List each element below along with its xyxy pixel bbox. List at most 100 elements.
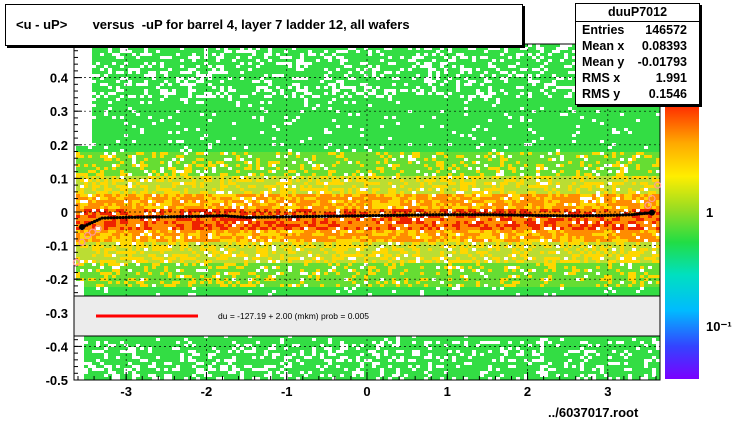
heatmap-cell — [232, 56, 236, 59]
heatmap-cell — [284, 89, 288, 92]
heatmap-cell — [252, 167, 256, 170]
heatmap-cell — [332, 155, 336, 158]
heatmap-cell — [436, 56, 440, 59]
heatmap-cell — [284, 53, 288, 56]
heatmap-cell — [540, 167, 544, 170]
heatmap-cell — [444, 116, 448, 119]
heatmap-cell — [216, 149, 220, 152]
heatmap-cell — [384, 98, 388, 101]
heatmap-cell — [576, 161, 580, 164]
heatmap-cell — [296, 53, 300, 56]
heatmap-cell — [540, 53, 544, 56]
heatmap-cell — [256, 155, 260, 158]
heatmap-cell — [224, 68, 228, 71]
heatmap-cell — [408, 152, 412, 155]
heatmap-cell — [276, 95, 280, 98]
heatmap-cell — [88, 149, 92, 152]
heatmap-cell — [292, 140, 296, 143]
heatmap-cell — [184, 50, 188, 53]
heatmap-cell — [332, 149, 336, 152]
heatmap-cell — [128, 74, 132, 77]
heatmap-cell — [456, 104, 460, 107]
heatmap-cell — [616, 167, 620, 170]
heatmap-cell — [632, 107, 636, 110]
heatmap-cell — [516, 143, 520, 146]
heatmap-cell — [400, 77, 404, 80]
heatmap-cell — [328, 62, 332, 65]
heatmap-cell — [596, 125, 600, 128]
heatmap-cell — [92, 155, 96, 158]
heatmap-cell — [176, 113, 180, 116]
heatmap-cell — [424, 140, 428, 143]
heatmap-cell — [80, 149, 84, 152]
heatmap-cell — [120, 59, 124, 62]
heatmap-cell — [152, 47, 156, 50]
heatmap-cell — [96, 146, 100, 149]
heatmap-cell — [440, 107, 444, 110]
heatmap-cell — [152, 104, 156, 107]
heatmap-cell — [324, 161, 328, 164]
heatmap-cell — [236, 131, 240, 134]
heatmap-cell — [504, 134, 508, 137]
heatmap-cell — [400, 62, 404, 65]
heatmap-cell — [228, 47, 232, 50]
heatmap-cell — [120, 113, 124, 116]
heatmap-cell — [284, 119, 288, 122]
heatmap-cell — [296, 140, 300, 143]
heatmap-cell — [256, 104, 260, 107]
heatmap-cell — [500, 167, 504, 170]
heatmap-cell — [556, 53, 560, 56]
heatmap-cell — [452, 74, 456, 77]
heatmap-cell — [484, 53, 488, 56]
heatmap-cell — [140, 104, 144, 107]
heatmap-cell — [488, 71, 492, 74]
heatmap-cell — [76, 164, 80, 167]
heatmap-cell — [204, 83, 208, 86]
heatmap-cell — [436, 122, 440, 125]
heatmap-cell — [380, 128, 384, 131]
heatmap-cell — [228, 131, 232, 134]
heatmap-cell — [236, 98, 240, 101]
heatmap-cell — [236, 164, 240, 167]
heatmap-cell — [380, 56, 384, 59]
heatmap-cell — [280, 125, 284, 128]
heatmap-cell — [384, 119, 388, 122]
heatmap-cell — [156, 77, 160, 80]
heatmap-cell — [100, 74, 104, 77]
heatmap-cell — [420, 158, 424, 161]
heatmap-cell — [408, 62, 412, 65]
heatmap-cell — [472, 122, 476, 125]
heatmap-cell — [388, 77, 392, 80]
heatmap-cell — [496, 110, 500, 113]
heatmap-cell — [340, 101, 344, 104]
heatmap-cell — [144, 128, 148, 131]
heatmap-cell — [572, 128, 576, 131]
heatmap-cell — [180, 119, 184, 122]
heatmap-cell — [104, 122, 108, 125]
heatmap-cell — [308, 113, 312, 116]
heatmap-cell — [492, 86, 496, 89]
heatmap-cell — [384, 86, 388, 89]
heatmap-cell — [488, 68, 492, 71]
heatmap-cell — [360, 164, 364, 167]
heatmap-cell — [160, 128, 164, 131]
heatmap-cell — [468, 101, 472, 104]
heatmap-cell — [224, 149, 228, 152]
heatmap-cell — [220, 104, 224, 107]
heatmap-cell — [272, 77, 276, 80]
heatmap-cell — [304, 116, 308, 119]
heatmap-cell — [248, 122, 252, 125]
heatmap-cell — [224, 116, 228, 119]
heatmap-cell — [448, 80, 452, 83]
heatmap-cell — [416, 122, 420, 125]
heatmap-cell — [556, 110, 560, 113]
heatmap-cell — [272, 65, 276, 68]
heatmap-cell — [448, 128, 452, 131]
heatmap-cell — [508, 95, 512, 98]
heatmap-cell — [364, 53, 368, 56]
heatmap-cell — [348, 53, 352, 56]
heatmap-cell — [240, 113, 244, 116]
heatmap-cell — [332, 137, 336, 140]
heatmap-cell — [176, 71, 180, 74]
heatmap-cell — [388, 86, 392, 89]
